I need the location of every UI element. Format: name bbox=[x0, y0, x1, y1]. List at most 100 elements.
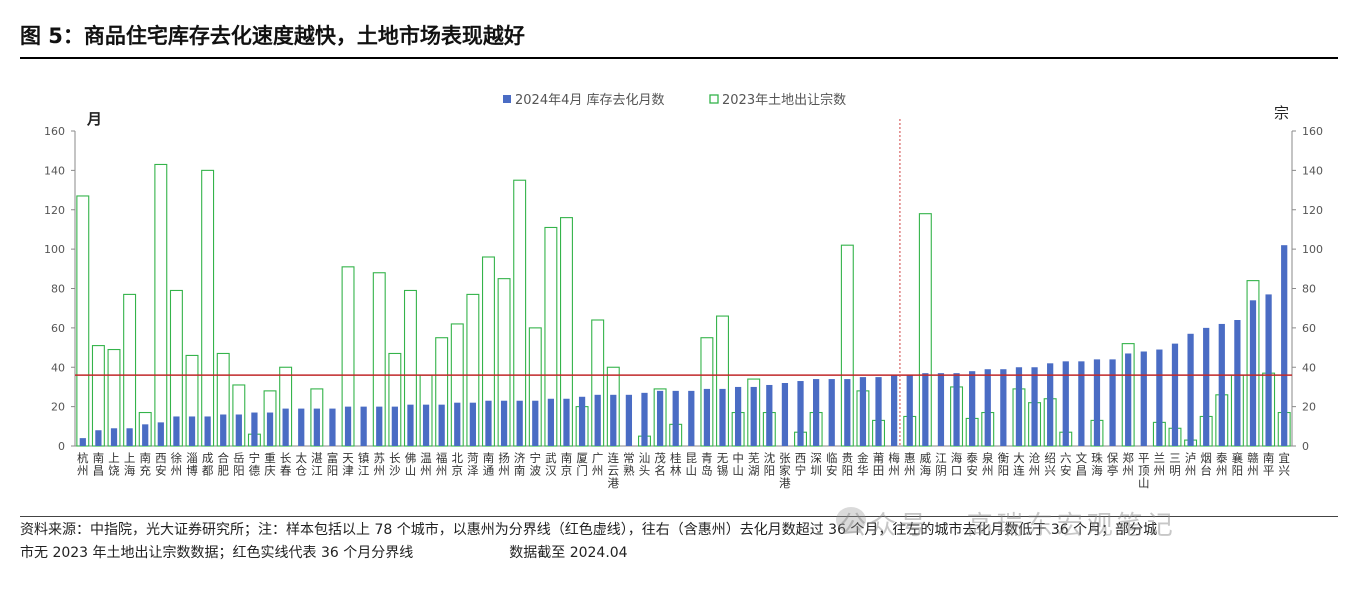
x-tick-label: 绍兴 bbox=[1044, 451, 1056, 478]
months-bar bbox=[1047, 363, 1054, 446]
months-bar bbox=[688, 390, 695, 446]
months-bar bbox=[204, 416, 211, 446]
x-tick-label: 青岛 bbox=[701, 451, 713, 478]
x-tick-label: 广州 bbox=[592, 451, 604, 478]
months-bar bbox=[937, 373, 945, 446]
legend-label-land: 2023年土地出让宗数 bbox=[722, 92, 846, 108]
x-tick-label: 天津 bbox=[342, 451, 354, 478]
x-tick-label: 芜湖 bbox=[748, 451, 760, 478]
months-bar bbox=[469, 402, 476, 446]
x-tick-label: 南京 bbox=[561, 451, 573, 478]
months-bar bbox=[142, 424, 149, 446]
months-bar bbox=[641, 392, 648, 446]
y-tick-label-left: 0 bbox=[58, 440, 65, 453]
x-tick-label: 保亭 bbox=[1107, 451, 1119, 478]
x-tick-label: 沧州 bbox=[1029, 451, 1041, 478]
y-right-unit: 宗 bbox=[1274, 104, 1289, 122]
x-tick-label: 临安 bbox=[826, 451, 838, 478]
legend-label-months: 2024年4月 库存去化月数 bbox=[515, 92, 665, 108]
y-left-unit: 月 bbox=[86, 110, 102, 128]
months-bar bbox=[532, 400, 539, 446]
x-tick-label: 徐州 bbox=[171, 451, 183, 478]
y-tick-label-right: 60 bbox=[1302, 322, 1316, 335]
x-tick-label: 厦门 bbox=[576, 451, 588, 478]
months-bar bbox=[422, 404, 430, 446]
x-tick-label: 惠州 bbox=[904, 451, 916, 478]
months-bar bbox=[594, 394, 601, 446]
months-bar bbox=[95, 430, 102, 446]
x-tick-label: 连云港 bbox=[608, 451, 620, 490]
y-tick-label-left: 120 bbox=[44, 204, 65, 217]
y-tick-label-left: 60 bbox=[51, 322, 65, 335]
bars bbox=[75, 119, 1292, 447]
months-bar bbox=[407, 404, 414, 446]
x-tick-label: 富阳 bbox=[327, 451, 339, 478]
y-tick-label-right: 40 bbox=[1302, 361, 1316, 374]
x-tick-label: 茂名 bbox=[654, 451, 666, 478]
land-bar bbox=[76, 195, 90, 447]
months-bar bbox=[766, 384, 773, 446]
x-tick-label: 太仓 bbox=[295, 451, 307, 478]
x-tick-label: 杭州 bbox=[77, 451, 89, 478]
x-tick-label: 岳阳 bbox=[233, 451, 245, 478]
months-bar bbox=[220, 414, 227, 446]
months-bar bbox=[797, 381, 804, 446]
months-bar bbox=[438, 404, 445, 446]
months-bar bbox=[1281, 245, 1288, 446]
months-bar bbox=[500, 400, 508, 446]
x-tick-label: 佛山 bbox=[405, 451, 417, 478]
months-bar bbox=[1203, 327, 1210, 446]
x-tick-label: 苏州 bbox=[374, 451, 386, 478]
x-tick-label: 常熟 bbox=[623, 451, 635, 478]
watermark-text: 公众号 · 高瑞东宏观笔记 bbox=[840, 511, 1177, 541]
x-tick-label: 重庆 bbox=[264, 451, 276, 478]
legend: 2024年4月 库存去化月数 2023年土地出让宗数 bbox=[503, 92, 846, 108]
x-tick-label: 宜兴 bbox=[1278, 451, 1290, 478]
months-bar bbox=[79, 438, 86, 446]
x-tick-label: 淄博 bbox=[186, 451, 198, 478]
x-tick-label: 张家港 bbox=[779, 451, 791, 490]
title-rule bbox=[20, 57, 1338, 59]
months-bar bbox=[1218, 323, 1225, 446]
y-tick-label-left: 140 bbox=[44, 164, 65, 177]
months-bar bbox=[1031, 367, 1038, 446]
y-tick-label-right: 100 bbox=[1302, 243, 1323, 256]
source-note: 资料来源：中指院，光大证券研究所；注：样本包括以上 78 个城市，以惠州为分界线… bbox=[20, 519, 1340, 565]
months-bar bbox=[1249, 300, 1257, 446]
months-bar bbox=[516, 400, 523, 446]
x-tick-label: 昆山 bbox=[686, 451, 698, 478]
watermark-icon bbox=[836, 507, 866, 533]
months-bar bbox=[1078, 361, 1085, 446]
months-bar bbox=[969, 371, 976, 446]
x-tick-label: 襄阳 bbox=[1232, 451, 1244, 478]
x-labels: 杭州南昌上饶上海南充西安徐州淄博成都合肥岳阳宁德重庆长春太仓湛江富阳天津镇江苏州… bbox=[77, 451, 1290, 490]
x-tick-label: 温州 bbox=[420, 451, 432, 478]
x-tick-label: 济南 bbox=[514, 451, 526, 478]
y-tick-label-left: 160 bbox=[44, 125, 65, 138]
x-tick-label: 兰州 bbox=[1154, 451, 1166, 478]
months-bar bbox=[578, 396, 586, 446]
data-date: 数据截至 2024.04 bbox=[509, 545, 628, 561]
note-line-2: 市无 2023 年土地出让宗数数据；红色实线代表 36 个月分界线 数据截至 20… bbox=[20, 542, 1340, 565]
x-tick-label: 深圳 bbox=[810, 451, 822, 478]
months-bar bbox=[235, 414, 242, 446]
x-tick-label: 郑州 bbox=[1122, 451, 1134, 478]
x-tick-label: 大连 bbox=[1013, 451, 1025, 478]
months-bar bbox=[1156, 349, 1163, 446]
land-bar bbox=[123, 293, 137, 447]
x-tick-label: 湛江 bbox=[311, 451, 323, 478]
months-bar bbox=[266, 412, 274, 446]
x-tick-label: 泰安 bbox=[966, 451, 978, 478]
y-tick-label-right: 120 bbox=[1302, 204, 1323, 217]
x-tick-label: 金华 bbox=[857, 451, 869, 478]
x-tick-label: 宁德 bbox=[249, 451, 261, 478]
months-bar bbox=[157, 422, 164, 446]
x-tick-label: 菏泽 bbox=[467, 451, 479, 478]
months-bar bbox=[173, 416, 180, 446]
months-bar bbox=[610, 394, 617, 446]
months-bar bbox=[563, 398, 570, 446]
land-bar bbox=[201, 169, 215, 447]
x-tick-label: 南平 bbox=[1263, 451, 1275, 478]
x-tick-label: 烟台 bbox=[1200, 451, 1212, 478]
months-bar bbox=[1265, 294, 1272, 446]
